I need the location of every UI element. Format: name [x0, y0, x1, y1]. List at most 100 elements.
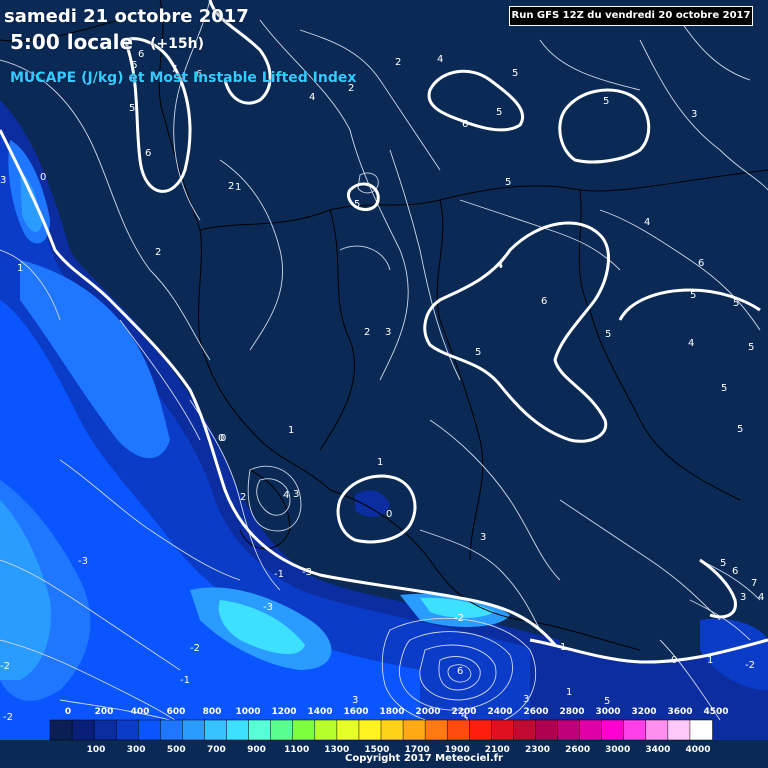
contour-label: 5 [604, 696, 610, 707]
contour-label: 0 [218, 433, 224, 444]
contour-label: 1 [17, 263, 23, 274]
parameter-title: MUCAPE (J/kg) et Most Instable Lifted In… [10, 70, 357, 86]
legend-swatch [314, 719, 338, 741]
contour-label: 3 [385, 327, 391, 338]
run-info-box: Run GFS 12Z du vendredi 20 octobre 2017 [509, 6, 753, 26]
contour-label: 2 [348, 83, 354, 94]
legend-swatch [689, 719, 713, 741]
contour-label: 4 [758, 592, 764, 603]
contour-label: 6 [541, 296, 547, 307]
contour-label: 5 [512, 68, 518, 79]
legend-top-label: 200 [95, 707, 114, 717]
contour-label: 7 [171, 64, 177, 75]
forecast-date: samedi 21 octobre 2017 [4, 6, 249, 27]
contour-label: -2 [454, 613, 464, 624]
contour-label: 4 [496, 260, 502, 271]
legend-bottom-label: 1300 [324, 745, 349, 755]
legend-top-label: 400 [131, 707, 150, 717]
contour-label: 0 [220, 433, 226, 444]
legend-swatch [336, 719, 360, 741]
legend-swatch [623, 719, 647, 741]
contour-label: 3 [0, 175, 6, 186]
contour-label: 3 [691, 109, 697, 120]
contour-label: -3 [263, 602, 273, 613]
contour-label: 1 [377, 457, 383, 468]
legend-top-label: 2200 [451, 707, 476, 717]
legend-bottom-label: 2600 [565, 745, 590, 755]
legend-top-label: 2400 [487, 707, 512, 717]
contour-label: 0 [386, 509, 392, 520]
contour-label: 3 [293, 489, 299, 500]
legend-colorbar [49, 719, 713, 741]
legend-bottom-label: 3400 [645, 745, 670, 755]
contour-label: 5 [720, 558, 726, 569]
contour-label: 1 [288, 425, 294, 436]
contour-label: -2 [190, 643, 200, 654]
legend-swatch [513, 719, 537, 741]
contour-label: 5 [496, 107, 502, 118]
contour-label: 6 [698, 258, 704, 269]
legend-top-label: 1400 [307, 707, 332, 717]
contour-label: 3 [740, 592, 746, 603]
contour-label: -3 [78, 556, 88, 567]
legend-swatch [204, 719, 228, 741]
contour-label: 6 [732, 566, 738, 577]
legend-swatch [49, 719, 73, 741]
contour-label: 4 [644, 217, 650, 228]
contour-label: 5 [354, 199, 360, 210]
legend-swatch [645, 719, 669, 741]
legend-bottom-label: 1500 [364, 745, 389, 755]
legend-swatch [446, 719, 471, 741]
contour-label: -1 [180, 675, 190, 686]
contour-label: 6 [145, 148, 151, 159]
contour-label: 2 [155, 247, 161, 258]
contour-label: 5 [748, 342, 754, 353]
legend-swatch [93, 719, 117, 741]
contour-label: 2 [240, 492, 246, 503]
legend-bottom-label: 4000 [685, 745, 710, 755]
contour-label: 3 [352, 695, 358, 706]
legend-swatch [160, 719, 184, 741]
legend-swatch [469, 719, 493, 741]
thin-contours [0, 0, 768, 740]
contour-label: -1 [274, 569, 284, 580]
legend-swatch [579, 719, 603, 741]
contour-label: 6 [131, 60, 137, 71]
legend-swatch [380, 719, 404, 741]
legend-swatch [424, 719, 448, 741]
contour-label: 4 [688, 338, 694, 349]
contour-label: 5 [475, 347, 481, 358]
legend-bottom-label: 1100 [284, 745, 309, 755]
contour-label: 0 [671, 655, 677, 666]
legend-swatch [138, 719, 162, 741]
legend-top-label: 1000 [235, 707, 260, 717]
legend-swatch [491, 719, 515, 741]
legend-bottom-label: 100 [87, 745, 106, 755]
legend-swatch [248, 719, 272, 741]
legend-bottom-labels: 100 300 500 700 900 1100 1300 1500 1700 1900 2100 2… [87, 745, 711, 755]
contour-label: 5 [737, 424, 743, 435]
contour-label: 5 [733, 298, 739, 309]
legend-bottom-label: 3000 [605, 745, 630, 755]
contour-label: 1 [566, 687, 572, 698]
forecast-time: 5:00 locale [10, 30, 134, 54]
legend-swatch [182, 719, 206, 741]
contour-label: -2 [0, 661, 10, 672]
legend-swatch [270, 719, 294, 741]
legend-top-label: 1800 [379, 707, 404, 717]
contour-label: 5 [505, 177, 511, 188]
contour-label: 2 [364, 327, 370, 338]
legend-swatch [115, 719, 140, 741]
contour-label: 5 [721, 383, 727, 394]
contour-label: 3 [523, 694, 529, 705]
thick-contours [0, 0, 768, 664]
contour-label: 3 [480, 532, 486, 543]
legend-top-label: 0 [65, 707, 71, 717]
legend-swatch [226, 719, 250, 741]
legend-top-label: 4500 [703, 707, 728, 717]
contour-label: 1 [235, 182, 241, 193]
contour-label: 2 [395, 57, 401, 68]
contour-label: 4 [497, 260, 503, 271]
